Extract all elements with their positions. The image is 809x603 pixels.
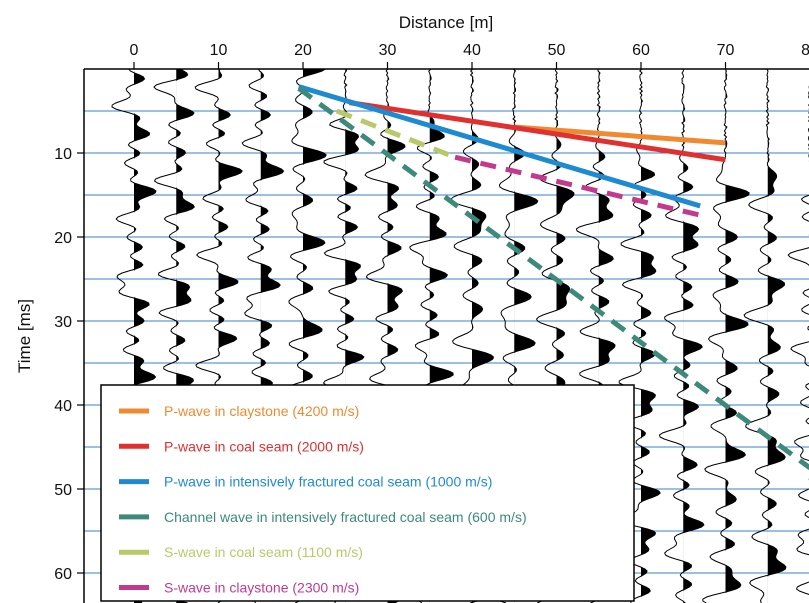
arrival-lines bbox=[297, 84, 809, 471]
legend-label: P-wave in intensively fractured coal sea… bbox=[164, 474, 492, 490]
trace-fill bbox=[598, 69, 621, 603]
x-axis-title: Distance [m] bbox=[399, 13, 493, 32]
legend-label: S-wave in coal seam (1100 m/s) bbox=[164, 544, 363, 560]
x-tick-label: 30 bbox=[379, 42, 397, 59]
x-tick-label: 40 bbox=[463, 42, 481, 59]
x-tick-label: 80 bbox=[801, 42, 809, 59]
series-line bbox=[349, 100, 726, 163]
x-tick-label: 0 bbox=[130, 42, 139, 59]
y-tick-label: 40 bbox=[54, 398, 72, 415]
y-axis-ticks: 10 20 30 40 50 60 bbox=[54, 146, 84, 583]
x-tick-label: 20 bbox=[294, 42, 312, 59]
legend-label: P-wave in claystone (4200 m/s) bbox=[164, 403, 359, 419]
y-tick-label: 30 bbox=[54, 314, 72, 331]
x-tick-label: 70 bbox=[717, 42, 735, 59]
x-tick-label: 10 bbox=[210, 42, 228, 59]
series-line bbox=[514, 124, 726, 146]
x-tick-label: 60 bbox=[632, 42, 650, 59]
trace-fill bbox=[218, 69, 243, 603]
x-tick-label: 50 bbox=[548, 42, 566, 59]
trace-fill bbox=[303, 69, 327, 603]
legend-label: P-wave in coal seam (2000 m/s) bbox=[164, 438, 364, 454]
trace-fill bbox=[641, 69, 661, 603]
series-line bbox=[298, 84, 701, 209]
trace-wiggle bbox=[658, 69, 705, 603]
legend: P-wave in claystone (4200 m/s) P-wave in … bbox=[100, 384, 635, 602]
x-axis-ticks: 0 10 20 30 40 50 60 70 80 bbox=[130, 42, 809, 69]
trace-wiggle bbox=[787, 85, 809, 595]
series-line bbox=[454, 154, 701, 218]
y-tick-label: 20 bbox=[54, 230, 72, 247]
trace-fill bbox=[514, 69, 538, 603]
series-line bbox=[335, 108, 457, 160]
y-tick-label: 50 bbox=[54, 482, 72, 499]
legend-label: Channel wave in intensively fractured co… bbox=[164, 509, 527, 525]
y-tick-label: 10 bbox=[54, 146, 72, 163]
trace-wiggle bbox=[743, 69, 787, 603]
y-tick-label: 60 bbox=[54, 566, 72, 583]
trace-fill bbox=[767, 69, 786, 603]
trace-fill bbox=[387, 69, 407, 603]
legend-box bbox=[100, 384, 635, 602]
trace-fill bbox=[556, 69, 574, 603]
series-line bbox=[297, 86, 809, 471]
y-axis-title: Time [ms] bbox=[15, 299, 34, 373]
legend-label: S-wave in claystone (2300 m/s) bbox=[164, 580, 359, 596]
